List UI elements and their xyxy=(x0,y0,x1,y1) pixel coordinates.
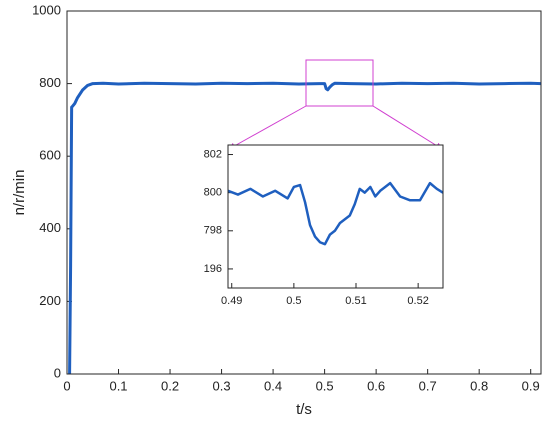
x-tick-label: 0.9 xyxy=(522,378,540,393)
x-tick-label: 0.5 xyxy=(286,295,301,307)
y-axis-label: n/r/min xyxy=(11,170,28,216)
plot-area xyxy=(228,145,443,288)
y-tick-label: 200 xyxy=(39,293,61,308)
y-tick-label: 800 xyxy=(39,75,61,90)
x-tick-label: 0.51 xyxy=(345,295,366,307)
x-tick-label: 0.8 xyxy=(470,378,488,393)
zoom-box xyxy=(305,59,374,107)
x-tick-label: 0.3 xyxy=(213,378,231,393)
zoom-arrow xyxy=(228,105,307,150)
axes-frame xyxy=(66,10,542,375)
x-tick-label: 0.49 xyxy=(221,295,242,307)
y-tick-label: 196 xyxy=(204,263,222,275)
x-tick-label: 0.5 xyxy=(316,378,334,393)
x-tick-label: 0 xyxy=(63,378,70,393)
x-tick-label: 0.7 xyxy=(419,378,437,393)
y-tick-label: 798 xyxy=(204,225,222,237)
y-tick-label: 400 xyxy=(39,220,61,235)
x-tick-label: 0.2 xyxy=(161,378,179,393)
x-axis-label: t/s xyxy=(296,401,312,418)
axes-frame xyxy=(227,144,444,289)
x-tick-label: 0.4 xyxy=(264,378,282,393)
x-tick-label: 0.52 xyxy=(407,295,428,307)
zoom-arrow xyxy=(372,105,443,150)
y-tick-label: 1000 xyxy=(32,2,61,17)
data-line xyxy=(68,81,541,374)
y-tick-label: 800 xyxy=(204,187,222,199)
data-line xyxy=(228,181,443,246)
y-tick-label: 802 xyxy=(204,148,222,160)
x-tick-label: 0.6 xyxy=(367,378,385,393)
y-tick-label: 600 xyxy=(39,148,61,163)
x-tick-label: 0.1 xyxy=(109,378,127,393)
y-tick-label: 0 xyxy=(54,365,61,380)
